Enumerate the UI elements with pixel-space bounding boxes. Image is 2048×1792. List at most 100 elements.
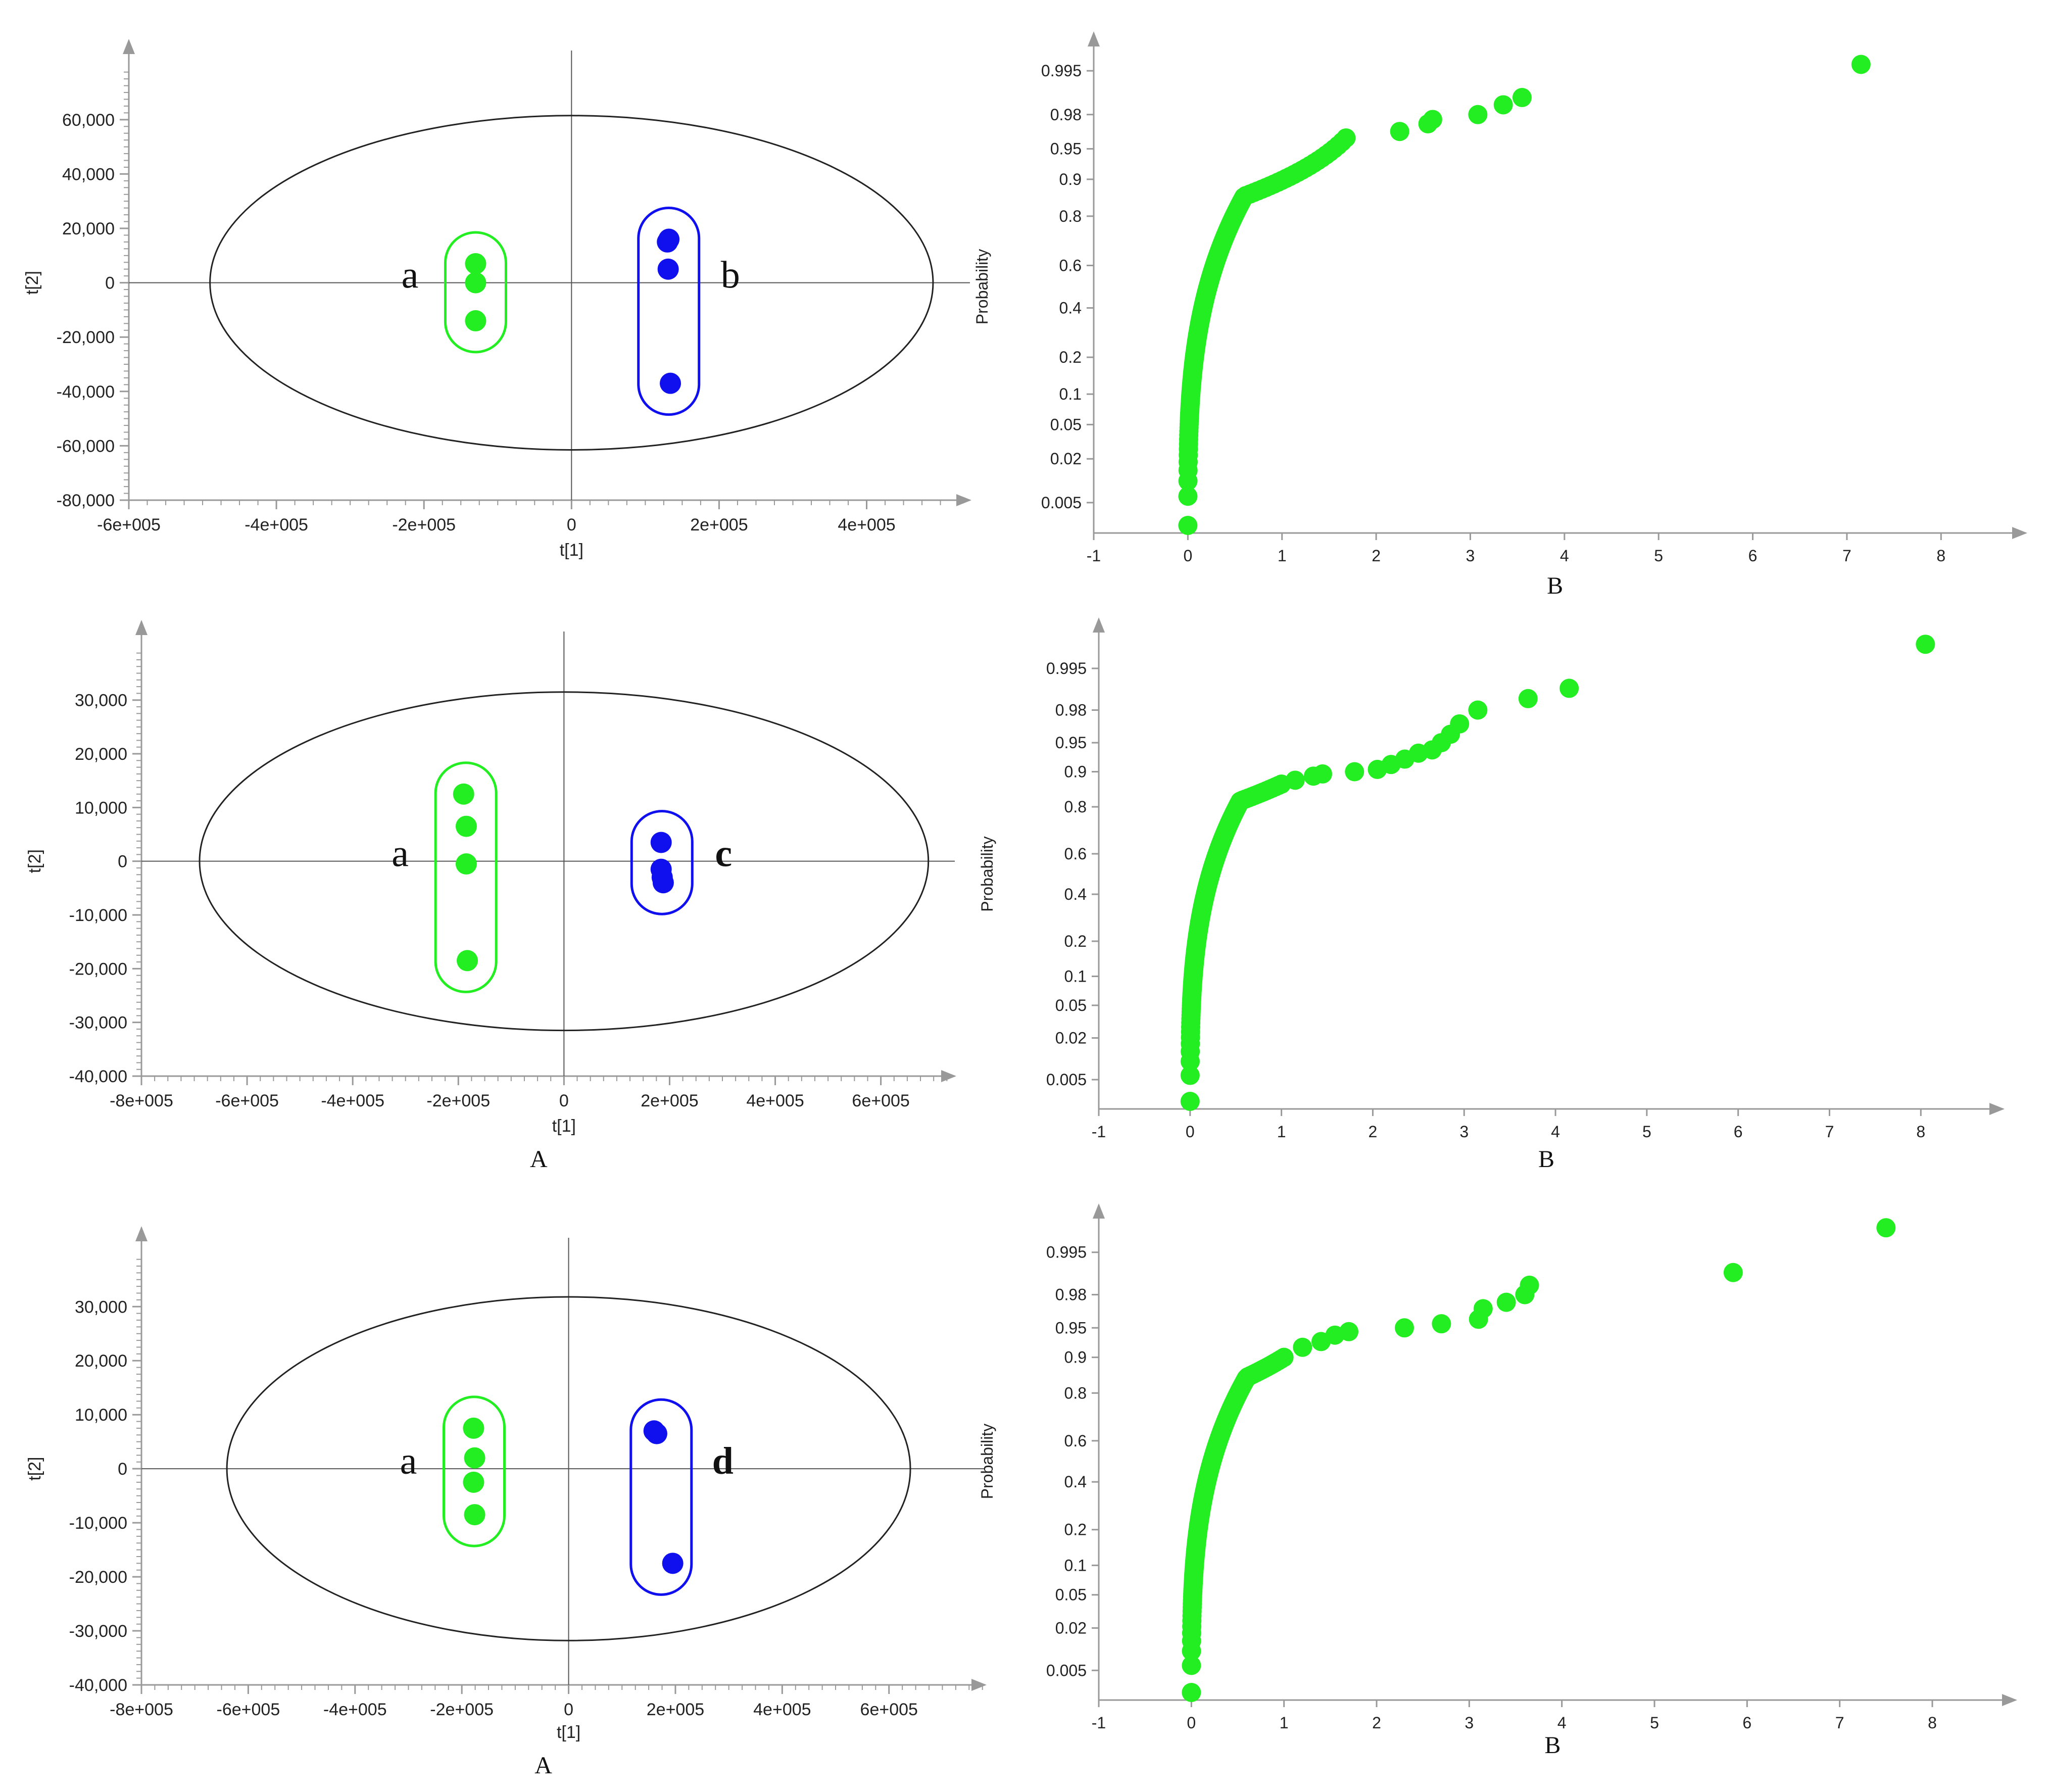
data-point [1512,88,1532,108]
hotelling-ellipse [226,1296,911,1641]
y-tick-label: -20,000 [69,1568,127,1587]
x-tick-label: 7 [1825,1123,1834,1141]
data-point [1180,1092,1200,1111]
y-tick-label: 0 [118,1460,127,1479]
y-tick-label: 0.9 [1064,763,1087,781]
data-point [1178,487,1198,506]
y-tick-label: -10,000 [69,1514,127,1533]
group-label-b: b [721,254,740,297]
x-tick-label: 1 [1277,1123,1286,1141]
y-tick-label: 0 [105,274,115,293]
y-tick-label: 0.9 [1064,1348,1087,1367]
y-tick-label: 0.6 [1064,1432,1087,1450]
x-tick-label: 0 [1187,1714,1196,1732]
x-tick-label: -8e+005 [110,1700,173,1719]
y-tick-label: 0.6 [1064,845,1087,863]
x-tick-label: 4 [1551,1123,1560,1141]
data-point-a [463,1417,484,1439]
data-point [1450,714,1470,734]
y-tick-label: 0.9 [1059,170,1082,188]
data-point-b [660,372,681,394]
y-tick-label: 20,000 [62,219,115,238]
data-point [1473,1299,1493,1319]
data-point [1432,1314,1451,1334]
normal-prob-plot-1: -1 0 1 2 3 4 5 6 7 8 0.005 0.02 0.05 0.1 0.2 0.4 0.6 0.8 0… [973,31,2027,599]
data-point [1559,679,1579,698]
y-tick-label: 0.02 [1055,1029,1087,1047]
y-tick-label: 0.8 [1064,1384,1087,1402]
score-plot-1: -6e+005 -4e+005 -2e+005 0 2e+005 4e+005 -80,00… [23,39,971,560]
x-tick-label: 6e+005 [852,1091,909,1110]
x-tick-label: 4e+005 [753,1700,811,1719]
y-tick-label: 0.2 [1064,932,1087,950]
data-point-d [643,1420,665,1442]
y-tick-label: 0.4 [1059,299,1082,317]
x-tick-label: -2e+005 [430,1700,494,1719]
x-tick-label: 1 [1278,547,1287,565]
data-point [1345,762,1364,782]
x-tick-label: 2 [1372,1714,1381,1732]
data-point [1916,635,1935,654]
group-label-c: c [715,833,732,875]
y-tick-label: 0.05 [1050,415,1082,433]
data-point [1285,770,1305,790]
y-tick-label: -10,000 [69,906,127,925]
x-tick-label: 2e+005 [641,1091,698,1110]
x-tick-label: 7 [1842,547,1851,565]
y-tick-label: 20,000 [75,745,127,764]
data-point-a [464,1447,485,1469]
data-point [1178,516,1198,535]
group-enclosure-c [630,809,694,915]
y-tick-label: 0.98 [1050,106,1082,124]
data-point [1493,95,1513,115]
x-tick-label: -6e+005 [215,1091,279,1110]
x-axis-label: t[1] [557,1723,580,1742]
data-point [1496,1292,1516,1312]
y-axis-label: t[2] [25,1457,44,1481]
y-axis-label: Probability [978,836,996,911]
x-tick-label: 5 [1654,547,1663,565]
data-point-a [455,853,477,875]
x-tick-label: 3 [1466,547,1475,565]
data-point [1293,1337,1312,1357]
x-tick-label: 2 [1372,547,1381,565]
data-point-a [453,783,474,805]
y-axis-label: Probability [973,249,991,324]
y-tick-label: 0.98 [1055,1286,1087,1304]
x-tick-label: 0 [1183,547,1192,565]
data-point [1395,1318,1414,1338]
data-point [1339,1322,1358,1341]
data-point [1390,122,1409,141]
panel-label: A [530,1146,548,1173]
y-axis-label: Probability [978,1424,996,1499]
data-point [1520,1275,1539,1295]
data-point-b [657,231,678,253]
x-tick-label: -1 [1092,1714,1106,1732]
x-tick-label: 4e+005 [838,515,895,535]
y-tick-label: -30,000 [69,1622,127,1641]
y-tick-label: -20,000 [69,959,127,979]
x-axis-label: B [1547,572,1563,599]
x-tick-label: -6e+005 [97,515,161,535]
x-tick-label: -4e+005 [323,1700,387,1719]
score-plot-3: -8e+005 -6e+005 -4e+005 -2e+005 0 2e+005 4e+00… [25,1226,987,1779]
y-tick-label: 0.2 [1064,1521,1087,1539]
x-tick-label: 4 [1557,1714,1567,1732]
x-tick-label: -4e+005 [245,515,308,535]
x-tick-label: 0 [567,515,576,535]
y-tick-label: 30,000 [75,1297,127,1317]
x-tick-label: 6 [1734,1123,1743,1141]
normal-prob-plot-2: -1 0 1 2 3 4 5 6 7 8 0.005 0.02 0.05 0.1 0.2 0.4 0.6 0.8 0… [978,617,2005,1173]
data-point-c [650,832,672,853]
data-point [1336,128,1356,148]
x-tick-label: 3 [1465,1714,1474,1732]
y-tick-label: 40,000 [62,165,115,184]
x-tick-label: 6 [1742,1714,1751,1732]
data-point-a [465,272,486,294]
x-tick-label: 3 [1459,1123,1469,1141]
data-point-a [463,1471,484,1493]
y-tick-label: 10,000 [75,798,127,817]
y-tick-label: 0.995 [1046,1243,1087,1262]
